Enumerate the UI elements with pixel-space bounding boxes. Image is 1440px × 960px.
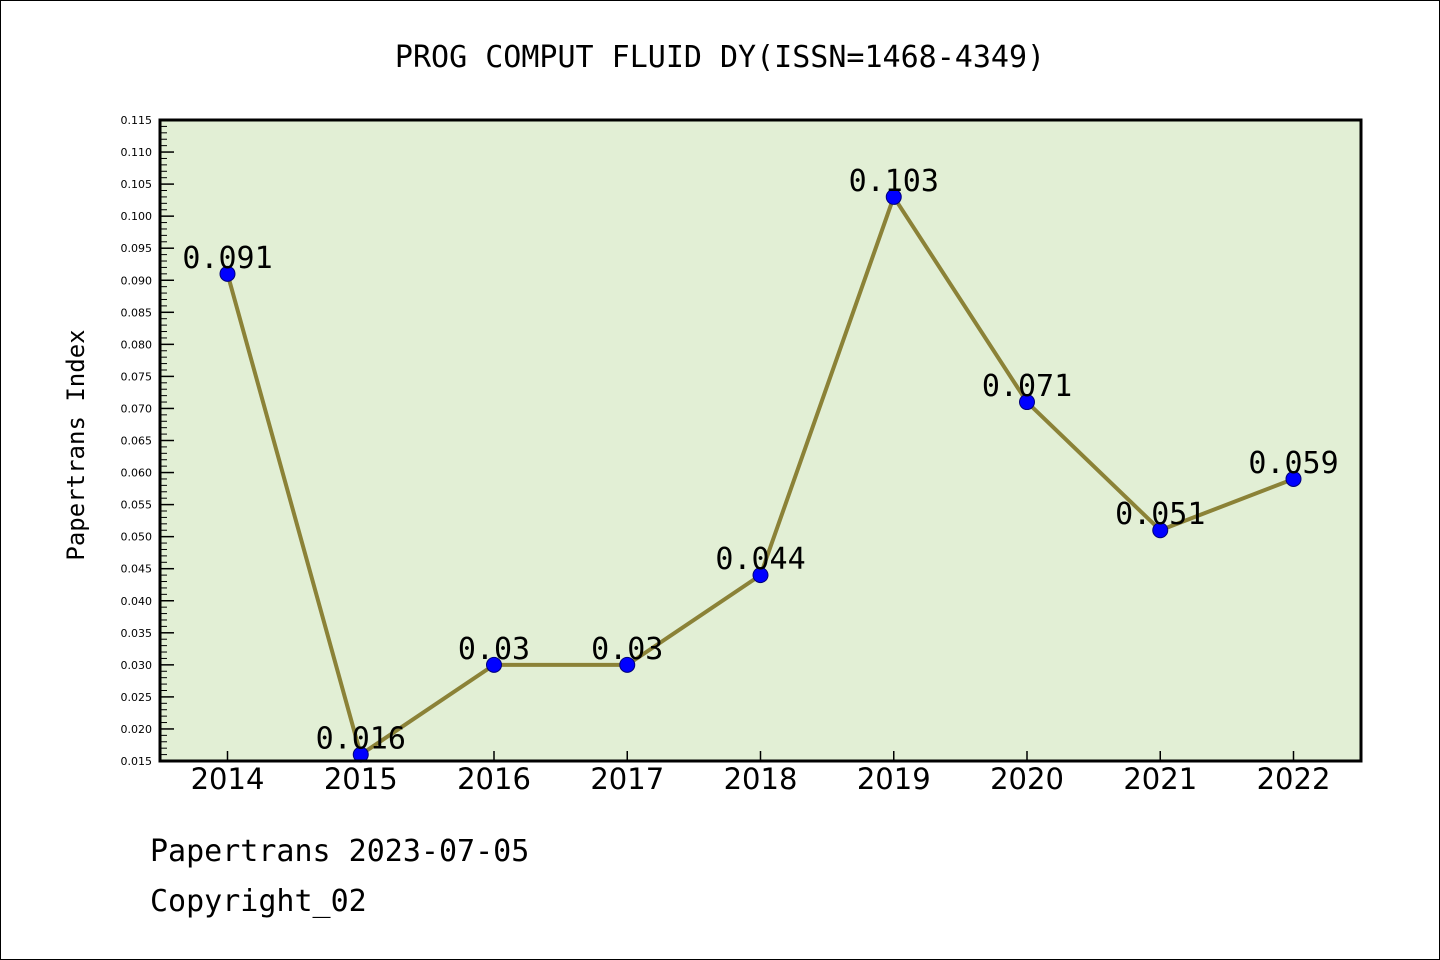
y-tick-label: 0.115: [121, 114, 153, 127]
x-tick-label: 2019: [857, 762, 931, 796]
data-markers: [219, 188, 1302, 763]
data-label: 0.051: [1115, 497, 1205, 532]
y-tick-label: 0.015: [121, 755, 153, 768]
y-axis-label: Papertrans Index: [62, 329, 90, 560]
y-tick-label: 0.050: [121, 531, 153, 544]
data-label: 0.103: [849, 164, 939, 199]
y-tick-label: 0.035: [121, 627, 153, 640]
x-tick-label: 2016: [457, 762, 531, 796]
footer-date: Papertrans 2023-07-05: [150, 834, 530, 869]
y-tick-label: 0.105: [121, 178, 153, 191]
y-tick-label: 0.065: [121, 435, 153, 448]
y-tick-label: 0.060: [121, 467, 153, 480]
data-point: [219, 265, 236, 282]
x-tick-label: 2020: [990, 762, 1064, 796]
x-tick-label: 2022: [1257, 762, 1331, 796]
y-tick-label: 0.075: [121, 370, 153, 383]
data-point: [619, 656, 636, 673]
y-tick-label: 0.040: [121, 595, 153, 608]
data-point: [885, 188, 902, 205]
x-tick-label: 2015: [324, 762, 398, 796]
x-tick-label: 2014: [191, 762, 265, 796]
data-label: 0.03: [591, 632, 663, 667]
y-tick-label: 0.055: [121, 499, 153, 512]
data-label: 0.091: [182, 241, 272, 276]
y-tick-label: 0.020: [121, 723, 153, 736]
chart-title: PROG COMPUT FLUID DY(ISSN=1468-4349): [395, 40, 1045, 75]
y-tick-label: 0.045: [121, 563, 153, 576]
y-tick-label: 0.070: [121, 402, 153, 415]
y-tick-label: 0.100: [121, 210, 153, 223]
x-tick-label: 2018: [724, 762, 798, 796]
data-point: [486, 656, 502, 673]
y-tick-label: 0.025: [121, 691, 153, 704]
data-point: [752, 567, 769, 584]
data-point: [1285, 470, 1302, 487]
x-axis: 2014 2015 2016 2017 2018 2019 2020 2021 2022: [191, 751, 1331, 796]
y-tick-label: 0.080: [121, 338, 153, 351]
x-tick-label: 2021: [1123, 762, 1197, 796]
data-label: 0.071: [982, 369, 1072, 404]
y-tick-label: 0.030: [121, 659, 153, 672]
data-labels: 0.091 0.016 0.03 0.03 0.044 0.103 0.071 0.051 0.…: [182, 164, 1338, 757]
plot-area: [160, 120, 1361, 761]
data-label: 0.03: [458, 632, 530, 667]
data-point: [1019, 394, 1035, 411]
plot-border: [158, 118, 1363, 763]
data-label: 0.044: [715, 542, 805, 577]
y-tick-label: 0.095: [121, 242, 153, 255]
x-tick-label: 2017: [590, 762, 664, 796]
data-label: 0.016: [316, 722, 406, 757]
data-label: 0.059: [1248, 446, 1338, 481]
y-tick-label: 0.090: [121, 274, 153, 287]
data-point: [1152, 522, 1169, 539]
y-tick-label: 0.110: [121, 146, 153, 159]
footer-copyright: Copyright_02: [150, 884, 367, 919]
y-tick-label: 0.085: [121, 306, 153, 319]
